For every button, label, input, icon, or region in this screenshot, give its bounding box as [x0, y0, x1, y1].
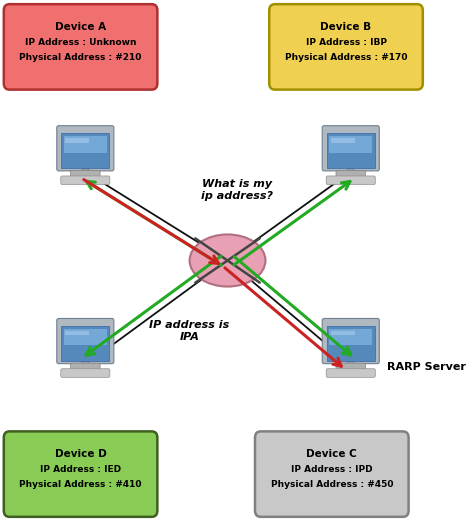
Text: IP Address : IBP: IP Address : IBP	[306, 38, 386, 47]
Text: IP Address : Unknown: IP Address : Unknown	[25, 38, 137, 47]
FancyBboxPatch shape	[4, 4, 157, 90]
Text: Device A: Device A	[55, 22, 106, 32]
Ellipse shape	[190, 234, 265, 287]
FancyBboxPatch shape	[327, 133, 374, 168]
FancyBboxPatch shape	[255, 431, 409, 517]
FancyBboxPatch shape	[329, 329, 373, 345]
Text: What is my
ip address?: What is my ip address?	[201, 179, 273, 201]
FancyBboxPatch shape	[322, 318, 379, 364]
FancyBboxPatch shape	[57, 126, 114, 171]
Polygon shape	[81, 362, 90, 365]
FancyBboxPatch shape	[62, 326, 109, 361]
Polygon shape	[81, 169, 90, 172]
FancyBboxPatch shape	[336, 363, 365, 370]
FancyBboxPatch shape	[326, 369, 375, 377]
FancyBboxPatch shape	[61, 369, 110, 377]
Text: Physical Address : #210: Physical Address : #210	[19, 53, 142, 62]
FancyBboxPatch shape	[336, 170, 365, 177]
FancyBboxPatch shape	[57, 318, 114, 364]
FancyBboxPatch shape	[65, 139, 89, 143]
Text: IP Address : IED: IP Address : IED	[40, 465, 121, 474]
FancyBboxPatch shape	[329, 137, 373, 153]
Text: Physical Address : #450: Physical Address : #450	[271, 480, 393, 489]
FancyBboxPatch shape	[62, 133, 109, 168]
FancyBboxPatch shape	[327, 326, 374, 361]
Text: Device D: Device D	[55, 449, 107, 459]
FancyBboxPatch shape	[61, 176, 110, 184]
FancyBboxPatch shape	[71, 170, 100, 177]
FancyBboxPatch shape	[4, 431, 157, 517]
FancyBboxPatch shape	[326, 176, 375, 184]
Text: Device C: Device C	[306, 449, 357, 459]
FancyBboxPatch shape	[330, 139, 355, 143]
FancyBboxPatch shape	[64, 329, 107, 345]
Text: RARP Server: RARP Server	[387, 362, 466, 373]
FancyBboxPatch shape	[269, 4, 423, 90]
Text: Device B: Device B	[320, 22, 372, 32]
FancyBboxPatch shape	[322, 126, 379, 171]
Polygon shape	[346, 362, 355, 365]
Text: Physical Address : #410: Physical Address : #410	[19, 480, 142, 489]
Text: IP address is
IPA: IP address is IPA	[149, 320, 230, 342]
FancyBboxPatch shape	[65, 331, 89, 336]
FancyBboxPatch shape	[71, 363, 100, 370]
Text: IP Address : IPD: IP Address : IPD	[291, 465, 373, 474]
Polygon shape	[346, 169, 355, 172]
FancyBboxPatch shape	[64, 137, 107, 153]
Text: Physical Address : #170: Physical Address : #170	[285, 53, 407, 62]
FancyBboxPatch shape	[330, 331, 355, 336]
